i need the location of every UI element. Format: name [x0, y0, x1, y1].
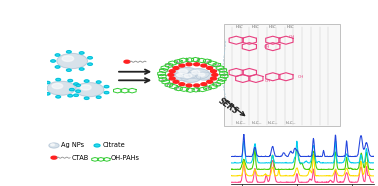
Circle shape — [198, 73, 205, 76]
Circle shape — [207, 80, 212, 83]
Circle shape — [56, 96, 60, 98]
Text: $H_3C$—: $H_3C$— — [285, 119, 297, 127]
Circle shape — [70, 89, 74, 91]
Text: $H_3C$: $H_3C$ — [268, 24, 278, 31]
Circle shape — [47, 81, 75, 95]
Circle shape — [45, 81, 50, 84]
Text: $H_3C$—: $H_3C$— — [235, 119, 247, 127]
Circle shape — [56, 78, 60, 81]
Circle shape — [104, 92, 109, 94]
Circle shape — [51, 60, 56, 62]
Text: OH: OH — [297, 75, 304, 79]
Circle shape — [55, 66, 60, 68]
Text: SERS: SERS — [217, 96, 240, 116]
Circle shape — [74, 83, 78, 85]
Circle shape — [192, 70, 200, 74]
Circle shape — [194, 84, 200, 87]
Circle shape — [207, 67, 212, 69]
Text: Citrate: Citrate — [102, 142, 125, 148]
Circle shape — [79, 68, 84, 70]
Circle shape — [67, 51, 71, 53]
Circle shape — [168, 73, 174, 76]
Circle shape — [169, 77, 175, 80]
Circle shape — [181, 73, 201, 82]
Circle shape — [68, 95, 73, 97]
Circle shape — [52, 83, 63, 89]
Circle shape — [179, 64, 185, 67]
Circle shape — [177, 74, 183, 77]
Circle shape — [201, 83, 207, 86]
Text: $H_3C$: $H_3C$ — [286, 24, 296, 31]
Circle shape — [201, 64, 207, 67]
Circle shape — [68, 79, 73, 82]
Circle shape — [51, 156, 57, 159]
Circle shape — [79, 52, 84, 54]
Circle shape — [88, 63, 92, 65]
Circle shape — [186, 84, 192, 87]
Circle shape — [211, 77, 217, 80]
Circle shape — [175, 68, 198, 79]
Text: OH-PAHs: OH-PAHs — [111, 155, 140, 161]
Circle shape — [196, 72, 212, 80]
Circle shape — [55, 54, 60, 56]
Text: $H_3C$—: $H_3C$— — [251, 119, 263, 127]
Circle shape — [41, 87, 46, 89]
Circle shape — [173, 67, 179, 69]
Text: $H_3C$—: $H_3C$— — [267, 119, 279, 127]
Circle shape — [76, 84, 81, 86]
Text: OH: OH — [265, 79, 271, 84]
Circle shape — [51, 144, 54, 146]
Circle shape — [57, 54, 87, 68]
Circle shape — [49, 143, 59, 148]
Circle shape — [96, 81, 101, 83]
Text: $H_3C$: $H_3C$ — [251, 24, 260, 31]
Circle shape — [179, 83, 185, 86]
Text: $H_3C$: $H_3C$ — [235, 24, 244, 31]
Circle shape — [212, 73, 218, 76]
Circle shape — [76, 90, 81, 92]
Circle shape — [84, 80, 89, 82]
Circle shape — [45, 93, 50, 95]
Circle shape — [104, 86, 109, 88]
Circle shape — [94, 144, 100, 147]
Text: CTAB: CTAB — [71, 155, 89, 161]
Circle shape — [84, 97, 89, 99]
Circle shape — [174, 72, 190, 81]
Circle shape — [81, 85, 91, 90]
Circle shape — [188, 69, 209, 79]
Circle shape — [173, 80, 179, 83]
FancyBboxPatch shape — [224, 25, 339, 126]
Circle shape — [179, 69, 187, 73]
Circle shape — [169, 70, 175, 73]
Circle shape — [67, 69, 71, 71]
Circle shape — [96, 96, 101, 98]
Text: OH: OH — [289, 35, 296, 39]
Circle shape — [62, 56, 74, 61]
Circle shape — [76, 83, 104, 97]
Circle shape — [184, 74, 192, 78]
Circle shape — [88, 57, 92, 59]
Circle shape — [211, 70, 217, 73]
Circle shape — [74, 94, 78, 96]
Text: Ag NPs: Ag NPs — [61, 142, 84, 148]
Circle shape — [186, 63, 192, 66]
Circle shape — [124, 60, 130, 63]
Circle shape — [194, 63, 200, 66]
Text: OH: OH — [264, 45, 270, 49]
